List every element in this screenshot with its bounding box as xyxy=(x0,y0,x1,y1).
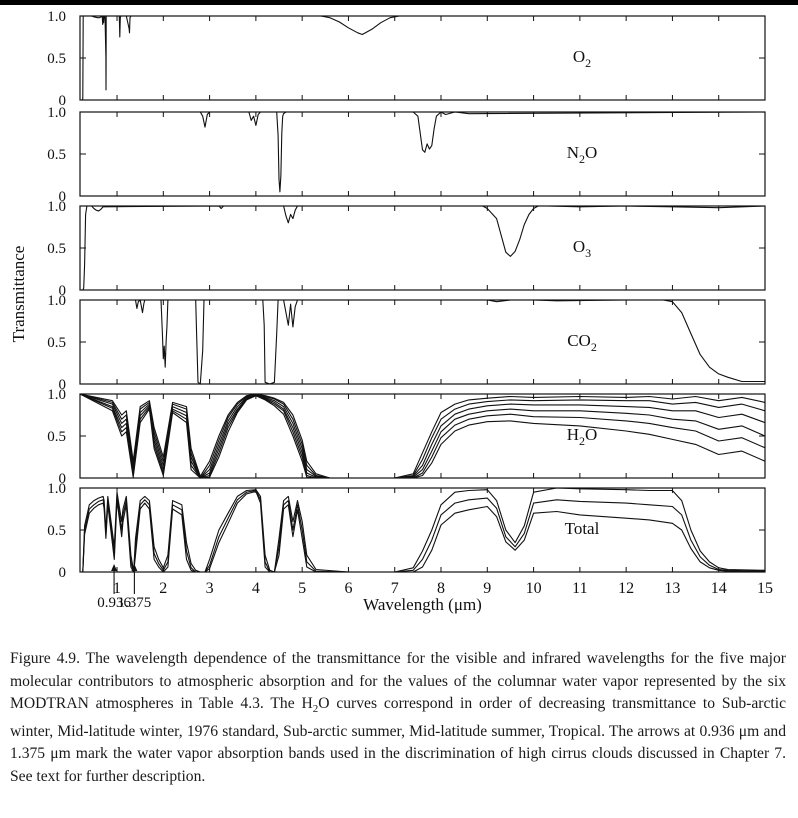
caption-text-1: Figure 4.9. The wavelength dependence of… xyxy=(10,650,786,713)
x-axis-label: Wavelength (μm) xyxy=(363,595,482,614)
y-tick-label: 0.5 xyxy=(47,147,66,163)
panel-label: N2O xyxy=(567,143,598,166)
series-line xyxy=(80,490,765,573)
y-tick-label: 0 xyxy=(59,283,67,299)
caption-subscript: 2 xyxy=(312,703,319,716)
series-line xyxy=(80,299,765,385)
x-tick-label: 3 xyxy=(206,580,214,597)
x-tick-label: 15 xyxy=(757,580,773,597)
series-line xyxy=(80,489,766,573)
panel-frame xyxy=(79,15,766,101)
arrow-head xyxy=(131,564,138,571)
series-line xyxy=(80,111,766,193)
series-line xyxy=(79,393,766,479)
panel-label: O3 xyxy=(573,237,591,260)
y-tick-label: 0.5 xyxy=(47,429,66,445)
series-line xyxy=(79,393,766,479)
panel-label: H2O xyxy=(567,425,598,448)
y-tick-label: 0 xyxy=(59,377,67,393)
y-tick-label: 1.0 xyxy=(47,9,66,25)
arrow-label: 0.936 xyxy=(97,595,131,611)
y-tick-label: 1.0 xyxy=(47,481,66,497)
y-tick-label: 0.5 xyxy=(47,335,66,351)
x-tick-label: 2 xyxy=(159,580,167,597)
y-tick-label: 1.0 xyxy=(47,293,66,309)
x-tick-label: 4 xyxy=(252,580,260,597)
y-tick-label: 0.5 xyxy=(47,523,66,539)
x-tick-label: 1 xyxy=(113,580,121,597)
series-line xyxy=(79,393,766,479)
y-tick-label: 0.5 xyxy=(47,241,66,257)
caption-text-2: O curves correspond in order of decreasi… xyxy=(10,695,786,786)
panel-label: O2 xyxy=(573,47,591,70)
series-line xyxy=(80,15,765,101)
panel-frame xyxy=(79,205,766,291)
panel-label: Total xyxy=(565,519,600,538)
x-tick-label: 9 xyxy=(483,580,491,597)
panel-label: CO2 xyxy=(567,331,597,354)
figure-caption: Figure 4.9. The wavelength dependence of… xyxy=(10,648,786,789)
x-tick-label: 7 xyxy=(391,580,399,597)
arrow-head xyxy=(111,564,118,571)
x-tick-label: 8 xyxy=(437,580,445,597)
panel-frame xyxy=(79,111,766,197)
y-tick-label: 0 xyxy=(59,471,67,487)
x-tick-label: 13 xyxy=(664,580,680,597)
y-tick-label: 0 xyxy=(59,93,67,109)
y-tick-label: 0 xyxy=(59,189,67,205)
series-line xyxy=(79,393,766,479)
arrow-label: 1.375 xyxy=(118,595,152,611)
x-tick-label: 11 xyxy=(572,580,587,597)
y-tick-label: 1.0 xyxy=(47,199,66,215)
transmittance-figure: 1.0 0.5 0 O2 1.0 0.5 0 N2O 1.0 0.5 0 O3 1.0 0.5 0 CO2 1.… xyxy=(9,9,773,614)
y-tick-label: 1.0 xyxy=(47,105,66,121)
series-line xyxy=(79,393,766,479)
panel-frame xyxy=(79,299,766,385)
x-tick-label: 6 xyxy=(344,580,352,597)
series-line xyxy=(80,205,766,291)
x-tick-label: 5 xyxy=(298,580,306,597)
top-rule xyxy=(0,0,798,5)
series-line xyxy=(79,393,766,479)
x-tick-label: 10 xyxy=(526,580,542,597)
x-tick-label: 14 xyxy=(711,580,727,597)
y-tick-label: 0 xyxy=(59,565,67,581)
series-line xyxy=(80,487,766,573)
y-axis-label: Transmittance xyxy=(9,246,28,343)
y-tick-label: 0.5 xyxy=(47,51,66,67)
x-tick-label: 12 xyxy=(618,580,634,597)
y-tick-label: 1.0 xyxy=(47,387,66,403)
